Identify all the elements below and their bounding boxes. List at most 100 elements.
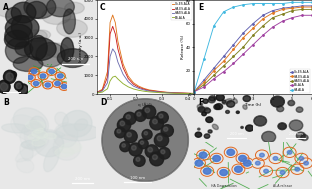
HA-ES-ALA: [181, 92, 185, 94]
HA-ES-ALA: [193, 91, 196, 93]
Ellipse shape: [60, 143, 82, 154]
Ellipse shape: [2, 124, 30, 133]
Circle shape: [127, 132, 131, 137]
Co-ES-ALA: [165, 91, 169, 93]
Ellipse shape: [25, 40, 55, 57]
Co-ES-ALA: [193, 91, 196, 93]
HA/ES-ALA: [186, 92, 190, 94]
ES-ALA: [191, 93, 195, 95]
Line: ES-ALA: ES-ALA: [97, 76, 193, 94]
HA-ES-ALA: [121, 67, 125, 69]
HA-ES-ALA: [173, 92, 177, 94]
Circle shape: [144, 132, 148, 135]
Text: F: F: [198, 98, 203, 107]
Circle shape: [145, 145, 158, 158]
HA/ES-ALA: [111, 48, 115, 50]
HA-ES-ALA: [251, 27, 255, 29]
Co-ES-ALA: [114, 21, 117, 24]
HA-ALA: [222, 11, 226, 13]
Circle shape: [117, 129, 121, 133]
HA/ES-ALA: [100, 90, 104, 92]
Ellipse shape: [63, 9, 76, 34]
HA-ES-ALA: [147, 89, 151, 92]
HA/ES-ALA: [137, 87, 140, 90]
Ellipse shape: [5, 16, 39, 40]
HA-ES-ALA: [137, 86, 140, 88]
HA-ES-ALA: [116, 48, 120, 50]
HA/ES-ALA: [95, 91, 99, 94]
Text: E: E: [198, 3, 203, 12]
HA-ES-ALA: [114, 33, 117, 35]
HA/ES-ALA: [222, 65, 226, 67]
Co-ES-ALA: [222, 55, 226, 58]
HA-ALA: [251, 2, 255, 5]
Co-ES-ALA: [100, 88, 104, 91]
Ellipse shape: [11, 15, 32, 39]
Ellipse shape: [35, 128, 43, 133]
Circle shape: [129, 143, 142, 156]
ES-ALA: [108, 80, 112, 82]
HA/ES-ALA: [106, 82, 110, 84]
Co-ES-ALA: [173, 92, 177, 94]
Circle shape: [120, 142, 130, 152]
ES-ALA: [290, 16, 294, 19]
Co-ES-ALA: [147, 89, 151, 91]
HA-ES-ALA: [300, 6, 304, 8]
Ellipse shape: [6, 7, 21, 24]
Line: ES-ALA: ES-ALA: [193, 15, 312, 92]
Line: HA-ALA: HA-ALA: [193, 2, 312, 92]
Co-ES-ALA: [160, 91, 164, 93]
Text: 200 nm: 200 nm: [68, 57, 84, 61]
HA-ES-ALA: [281, 8, 285, 11]
Text: C: C: [100, 3, 106, 12]
ES-ALA: [147, 91, 151, 93]
Circle shape: [120, 121, 125, 126]
HA-ALA: [300, 1, 304, 3]
HA/ES-ALA: [155, 91, 159, 93]
ES-ALA: [137, 89, 140, 91]
Ellipse shape: [5, 38, 31, 63]
Circle shape: [126, 115, 130, 119]
HA/ES-ALA: [281, 13, 285, 15]
Ellipse shape: [74, 119, 88, 131]
Circle shape: [161, 125, 173, 137]
ES-ALA: [281, 20, 285, 22]
Ellipse shape: [27, 1, 47, 18]
ES-ALA: [100, 91, 104, 93]
Ellipse shape: [32, 129, 65, 137]
Co-ES-ALA: [281, 7, 285, 9]
Legend: Co-ES-ALA, HA-ES-ALA, HA/ES-ALA, ES-ALA, HA-ALA: Co-ES-ALA, HA-ES-ALA, HA/ES-ALA, ES-ALA,…: [290, 69, 310, 92]
Circle shape: [150, 152, 164, 166]
HA/ES-ALA: [108, 55, 112, 58]
Co-ES-ALA: [142, 87, 146, 90]
Ellipse shape: [27, 30, 47, 42]
Circle shape: [142, 129, 152, 139]
Circle shape: [134, 110, 146, 121]
Y-axis label: Release (%): Release (%): [181, 35, 185, 59]
HA-ES-ALA: [111, 25, 115, 27]
HA-ES-ALA: [271, 12, 275, 14]
Co-ES-ALA: [108, 21, 112, 24]
HA-ES-ALA: [126, 77, 130, 80]
HA-ES-ALA: [202, 81, 206, 83]
Ellipse shape: [30, 121, 45, 134]
ES-ALA: [116, 78, 120, 80]
Ellipse shape: [20, 142, 33, 161]
HA/ES-ALA: [290, 9, 294, 12]
Co-ES-ALA: [95, 91, 99, 93]
Co-ES-ALA: [137, 85, 140, 87]
HA/ES-ALA: [232, 55, 235, 58]
ES-ALA: [310, 14, 312, 16]
Circle shape: [138, 139, 148, 149]
HA-ES-ALA: [290, 7, 294, 9]
HA-ES-ALA: [232, 48, 235, 50]
Ellipse shape: [30, 116, 46, 134]
Line: HA-ES-ALA: HA-ES-ALA: [97, 26, 193, 94]
Text: D: D: [100, 98, 106, 107]
Co-ES-ALA: [181, 92, 185, 94]
Co-ES-ALA: [290, 6, 294, 8]
ES-ALA: [121, 83, 125, 85]
Line: HA/ES-ALA: HA/ES-ALA: [193, 9, 312, 92]
HA-ALA: [310, 1, 312, 3]
Ellipse shape: [21, 140, 45, 149]
